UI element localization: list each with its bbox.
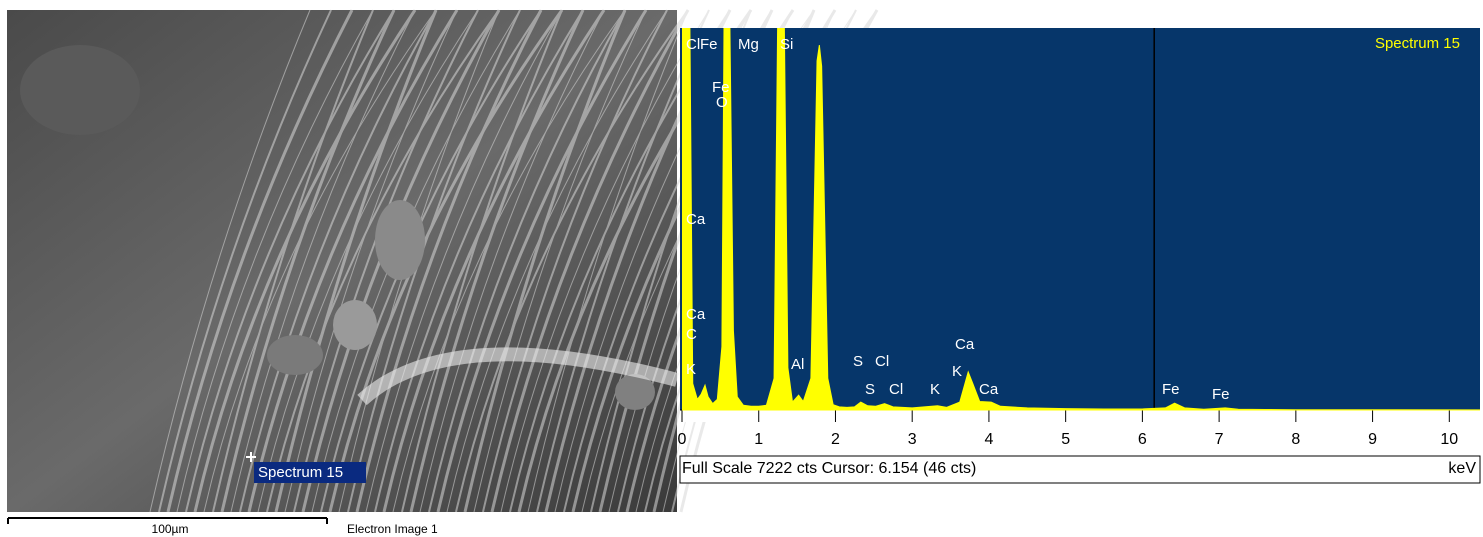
x-tick-label: 7 [1215, 431, 1224, 448]
x-tick-label: 0 [678, 431, 687, 448]
x-tick-label: 4 [984, 431, 993, 448]
element-label: S [865, 381, 875, 398]
element-label: Ca [979, 381, 999, 398]
element-label: K [952, 363, 962, 380]
x-tick-label: 8 [1291, 431, 1300, 448]
element-label: Ca [686, 306, 706, 323]
footer: Full Scale 7222 cts Cursor: 6.154 (46 ct… [682, 460, 976, 477]
element-label: Cl [875, 353, 889, 370]
element-label: Cl [686, 36, 700, 53]
x-tick-label: 1 [754, 431, 763, 448]
scale-bar-label: 100µm [152, 522, 189, 536]
x-tick-label: 10 [1440, 431, 1458, 448]
image-caption: Electron Image 1 [347, 522, 438, 536]
x-axis-strip [680, 410, 1480, 422]
element-label: Mg [738, 36, 759, 53]
spectrum-title: Spectrum 15 [1375, 35, 1460, 52]
element-label: C [686, 326, 697, 343]
element-label: S [853, 353, 863, 370]
x-tick-label: 9 [1368, 431, 1377, 448]
x-axis-label: keV [1448, 460, 1476, 477]
element-label: Ca [955, 336, 975, 353]
element-label: Fe [1162, 381, 1180, 398]
plot-area [680, 28, 1480, 412]
element-label: Si [780, 36, 793, 53]
element-label: Al [791, 356, 804, 373]
element-label: O [716, 94, 728, 111]
element-label: Cl [889, 381, 903, 398]
screenshot: Spectrum 15 100µm Electron Image 1 Spect… [0, 0, 1483, 537]
element-label: K [930, 381, 940, 398]
x-tick-label: 3 [908, 431, 917, 448]
element-label: K [686, 361, 696, 378]
x-tick-label: 5 [1061, 431, 1070, 448]
element-label: Ca [686, 211, 706, 228]
x-tick-label: 2 [831, 431, 840, 448]
spectrum-marker-label: Spectrum 15 [258, 464, 343, 481]
x-tick-label: 6 [1138, 431, 1147, 448]
element-label: Fe [1212, 386, 1230, 403]
canvas: Spectrum 15 100µm Electron Image 1 Spect… [0, 0, 1483, 537]
element-label: Fe [700, 36, 718, 53]
